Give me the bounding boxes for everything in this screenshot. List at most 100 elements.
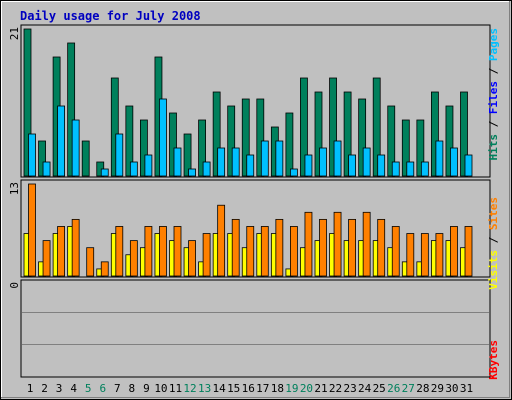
legend-hits-panel: Hits / Files / Pages	[487, 28, 500, 161]
hits-bar	[81, 140, 90, 177]
files-bar	[217, 147, 226, 177]
sites-bar	[348, 218, 357, 277]
sites-bar	[57, 226, 65, 277]
hits-bar	[241, 98, 250, 177]
files-bar	[406, 161, 415, 177]
hits-ymax-label: 21	[8, 27, 21, 40]
hits-bar	[285, 112, 294, 177]
sites-bar	[188, 240, 196, 277]
legend-sites: Sites	[487, 197, 500, 230]
day-label: 15	[227, 382, 240, 395]
day-label: 28	[416, 382, 429, 395]
sites-bar	[100, 261, 109, 277]
hits-bar	[23, 28, 32, 177]
sites-bar	[435, 233, 444, 277]
hits-bar	[212, 91, 221, 177]
panel-hits	[20, 24, 491, 178]
files-bar	[450, 147, 458, 177]
day-label: 30	[445, 382, 458, 395]
hits-bar	[372, 77, 381, 177]
day-label: 23	[343, 382, 356, 395]
day-label: 1	[27, 382, 34, 395]
sites-bar	[71, 218, 80, 277]
day-label: 3	[56, 382, 63, 395]
sites-bar	[464, 226, 473, 277]
sites-bar	[362, 211, 371, 277]
day-label: 20	[300, 382, 313, 395]
files-bar	[129, 161, 138, 177]
kbytes-ymax-label: 0	[8, 282, 21, 289]
sites-bar	[202, 233, 211, 277]
files-bar	[289, 168, 298, 177]
sites-bar	[319, 218, 327, 277]
hits-bar	[358, 98, 367, 177]
day-label: 24	[358, 382, 372, 395]
legend-files: Files	[487, 81, 500, 114]
hits-bar	[67, 42, 76, 177]
files-bar	[377, 154, 386, 177]
files-bar	[144, 154, 153, 177]
hits-bar	[445, 105, 454, 177]
day-label: 5	[85, 382, 92, 395]
sites-bar	[28, 183, 36, 277]
hits-bar	[343, 91, 352, 177]
files-bar	[246, 154, 255, 177]
svg-text:Visits / Sites: Visits / Sites	[487, 197, 500, 290]
files-bar	[333, 140, 342, 177]
hits-bar	[38, 140, 46, 177]
legend-hits: Hits	[487, 134, 500, 161]
day-label: 31	[460, 382, 473, 395]
day-labels: 1 2 3 4 5 6 7 8 9 10 11 12 13 14 15 16 17 18 19 20 21 22 23 24 2…	[27, 382, 473, 395]
sites-bar	[129, 240, 138, 277]
sites-bar	[231, 218, 240, 277]
legend-sites-panel: Visits / Sites	[487, 197, 500, 290]
hits-bar	[314, 91, 323, 177]
day-label: 19	[285, 382, 298, 395]
files-bar	[362, 147, 371, 177]
day-label: 4	[70, 382, 77, 395]
sites-bar	[217, 204, 226, 277]
sites-bar	[289, 226, 298, 277]
hits-bar	[460, 91, 468, 177]
sites-bar	[115, 226, 124, 277]
sites-bar	[42, 240, 51, 277]
day-label: 22	[329, 382, 342, 395]
hits-bar	[183, 133, 192, 177]
files-bar	[420, 161, 429, 177]
sites-bar	[86, 247, 95, 277]
hits-bar	[169, 112, 177, 177]
files-bar	[115, 133, 124, 177]
files-bar	[304, 154, 313, 177]
files-bar	[275, 140, 284, 177]
chart-title: Daily usage for July 2008	[20, 9, 201, 23]
legend-kbytes: KBytes	[487, 340, 500, 380]
sites-bar	[333, 211, 342, 277]
sites-ymax-label: 13	[8, 182, 21, 195]
sites-bar	[246, 226, 255, 277]
files-bar	[260, 140, 269, 177]
sites-bar	[275, 218, 284, 277]
hits-bar	[430, 91, 439, 177]
day-label: 18	[271, 382, 284, 395]
day-label: 14	[213, 382, 227, 395]
day-label: 6	[99, 382, 106, 395]
sites-bar	[391, 226, 400, 277]
hits-bar	[110, 77, 119, 177]
files-bar	[42, 161, 51, 177]
files-bar	[71, 119, 80, 177]
files-bar	[231, 147, 240, 177]
hits-bar	[256, 98, 265, 177]
hits-bar	[300, 77, 308, 177]
files-bar	[435, 140, 444, 177]
sites-bar	[406, 233, 415, 277]
legend-pages: Pages	[487, 28, 500, 61]
files-bar	[173, 147, 182, 177]
sites-bar	[173, 226, 182, 277]
day-label: 29	[431, 382, 444, 395]
day-label: 10	[154, 382, 167, 395]
sites-bar	[450, 226, 458, 277]
hits-bar	[416, 119, 425, 177]
hits-bar	[329, 77, 337, 177]
day-label: 2	[41, 382, 48, 395]
